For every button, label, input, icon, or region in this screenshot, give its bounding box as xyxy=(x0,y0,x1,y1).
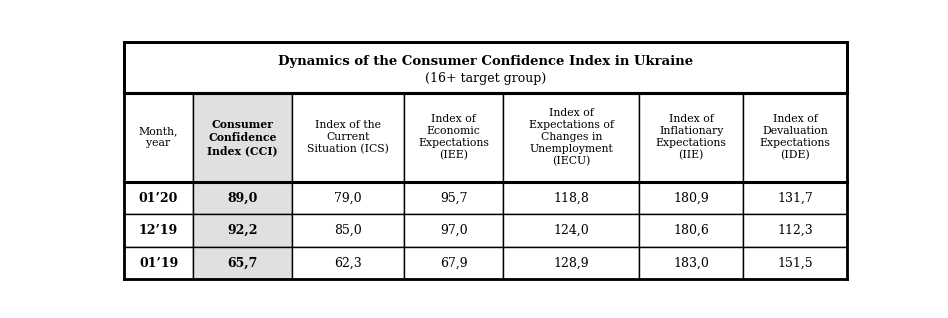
Text: 97,0: 97,0 xyxy=(440,224,467,237)
Text: 183,0: 183,0 xyxy=(673,257,709,270)
Text: 12’19: 12’19 xyxy=(139,224,178,237)
Text: 124,0: 124,0 xyxy=(554,224,589,237)
Bar xyxy=(404,182,503,214)
Text: (16+ target group): (16+ target group) xyxy=(426,72,546,85)
Text: 89,0: 89,0 xyxy=(228,191,258,204)
Text: Dynamics of the Consumer Confidence Index in Ukraine: Dynamics of the Consumer Confidence Inde… xyxy=(279,55,693,68)
Text: Index of
Expectations of
Changes in
Unemployment
(IECU): Index of Expectations of Changes in Unem… xyxy=(529,108,613,167)
Text: Consumer
Confidence
Index (CCI): Consumer Confidence Index (CCI) xyxy=(207,119,278,156)
Bar xyxy=(124,247,192,279)
Bar xyxy=(743,93,848,182)
Bar xyxy=(503,93,639,182)
Text: Index of
Devaluation
Expectations
(IDE): Index of Devaluation Expectations (IDE) xyxy=(760,114,830,161)
Bar xyxy=(404,214,503,247)
Text: 01’19: 01’19 xyxy=(139,257,178,270)
Bar xyxy=(124,214,192,247)
Bar xyxy=(639,214,743,247)
Text: 67,9: 67,9 xyxy=(440,257,467,270)
Bar xyxy=(124,182,192,214)
Bar xyxy=(503,182,639,214)
Bar xyxy=(192,247,292,279)
Bar xyxy=(292,182,404,214)
Bar xyxy=(639,247,743,279)
Bar xyxy=(743,247,848,279)
Text: 131,7: 131,7 xyxy=(777,191,813,204)
Bar xyxy=(292,214,404,247)
Bar xyxy=(192,93,292,182)
Text: 92,2: 92,2 xyxy=(228,224,258,237)
Text: Index of
Economic
Expectations
(IEE): Index of Economic Expectations (IEE) xyxy=(418,114,489,161)
Text: 151,5: 151,5 xyxy=(777,257,813,270)
Text: Index of
Inflationary
Expectations
(IIE): Index of Inflationary Expectations (IIE) xyxy=(656,114,727,161)
Text: 85,0: 85,0 xyxy=(334,224,362,237)
Bar xyxy=(124,42,848,93)
Text: 95,7: 95,7 xyxy=(440,191,467,204)
Text: 112,3: 112,3 xyxy=(777,224,813,237)
Bar xyxy=(292,93,404,182)
Text: Index of the
Current
Situation (ICS): Index of the Current Situation (ICS) xyxy=(307,120,389,155)
Bar xyxy=(124,93,192,182)
Bar xyxy=(503,214,639,247)
Bar xyxy=(192,182,292,214)
Bar xyxy=(292,247,404,279)
Text: 180,9: 180,9 xyxy=(673,191,709,204)
Bar xyxy=(743,214,848,247)
Text: 65,7: 65,7 xyxy=(228,257,258,270)
Bar xyxy=(503,247,639,279)
Text: Month,
year: Month, year xyxy=(138,126,178,148)
Text: 128,9: 128,9 xyxy=(554,257,589,270)
Bar xyxy=(192,214,292,247)
Bar xyxy=(404,93,503,182)
Bar xyxy=(639,182,743,214)
Text: 118,8: 118,8 xyxy=(554,191,590,204)
Text: 79,0: 79,0 xyxy=(335,191,362,204)
Bar xyxy=(404,247,503,279)
Text: 180,6: 180,6 xyxy=(673,224,709,237)
Bar xyxy=(639,93,743,182)
Bar xyxy=(743,182,848,214)
Text: 62,3: 62,3 xyxy=(334,257,362,270)
Text: 01’20: 01’20 xyxy=(138,191,178,204)
